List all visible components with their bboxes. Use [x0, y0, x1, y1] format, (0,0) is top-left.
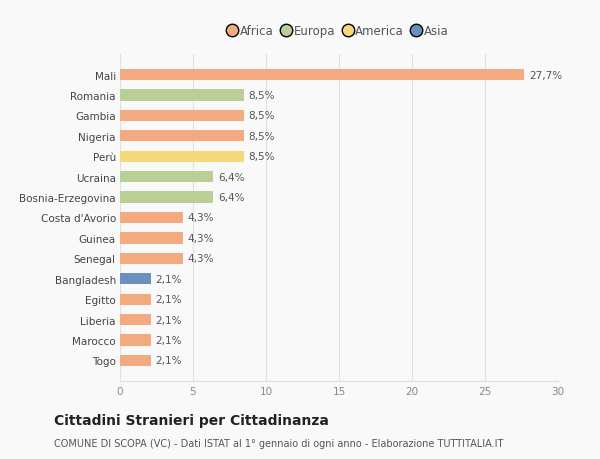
Text: 4,3%: 4,3%: [187, 254, 214, 264]
Bar: [120, 213, 183, 224]
Text: 2,1%: 2,1%: [155, 315, 182, 325]
Bar: [120, 90, 244, 101]
Text: 2,1%: 2,1%: [155, 335, 182, 345]
Bar: [120, 192, 214, 203]
Bar: [120, 233, 183, 244]
Legend: Africa, Europa, America, Asia: Africa, Europa, America, Asia: [226, 22, 452, 42]
Text: 2,1%: 2,1%: [155, 356, 182, 365]
Text: 4,3%: 4,3%: [187, 213, 214, 223]
Text: COMUNE DI SCOPA (VC) - Dati ISTAT al 1° gennaio di ogni anno - Elaborazione TUTT: COMUNE DI SCOPA (VC) - Dati ISTAT al 1° …: [54, 438, 503, 448]
Text: 2,1%: 2,1%: [155, 295, 182, 304]
Bar: [120, 335, 151, 346]
Text: 4,3%: 4,3%: [187, 233, 214, 243]
Bar: [120, 111, 244, 122]
Text: 27,7%: 27,7%: [529, 71, 562, 80]
Bar: [120, 274, 151, 285]
Bar: [120, 294, 151, 305]
Text: Cittadini Stranieri per Cittadinanza: Cittadini Stranieri per Cittadinanza: [54, 413, 329, 427]
Bar: [120, 151, 244, 162]
Bar: [120, 314, 151, 325]
Bar: [120, 253, 183, 264]
Bar: [120, 131, 244, 142]
Bar: [120, 355, 151, 366]
Text: 8,5%: 8,5%: [248, 152, 275, 162]
Text: 8,5%: 8,5%: [248, 91, 275, 101]
Text: 8,5%: 8,5%: [248, 132, 275, 141]
Bar: [120, 70, 524, 81]
Bar: [120, 172, 214, 183]
Text: 6,4%: 6,4%: [218, 193, 244, 203]
Text: 2,1%: 2,1%: [155, 274, 182, 284]
Text: 8,5%: 8,5%: [248, 111, 275, 121]
Text: 6,4%: 6,4%: [218, 172, 244, 182]
